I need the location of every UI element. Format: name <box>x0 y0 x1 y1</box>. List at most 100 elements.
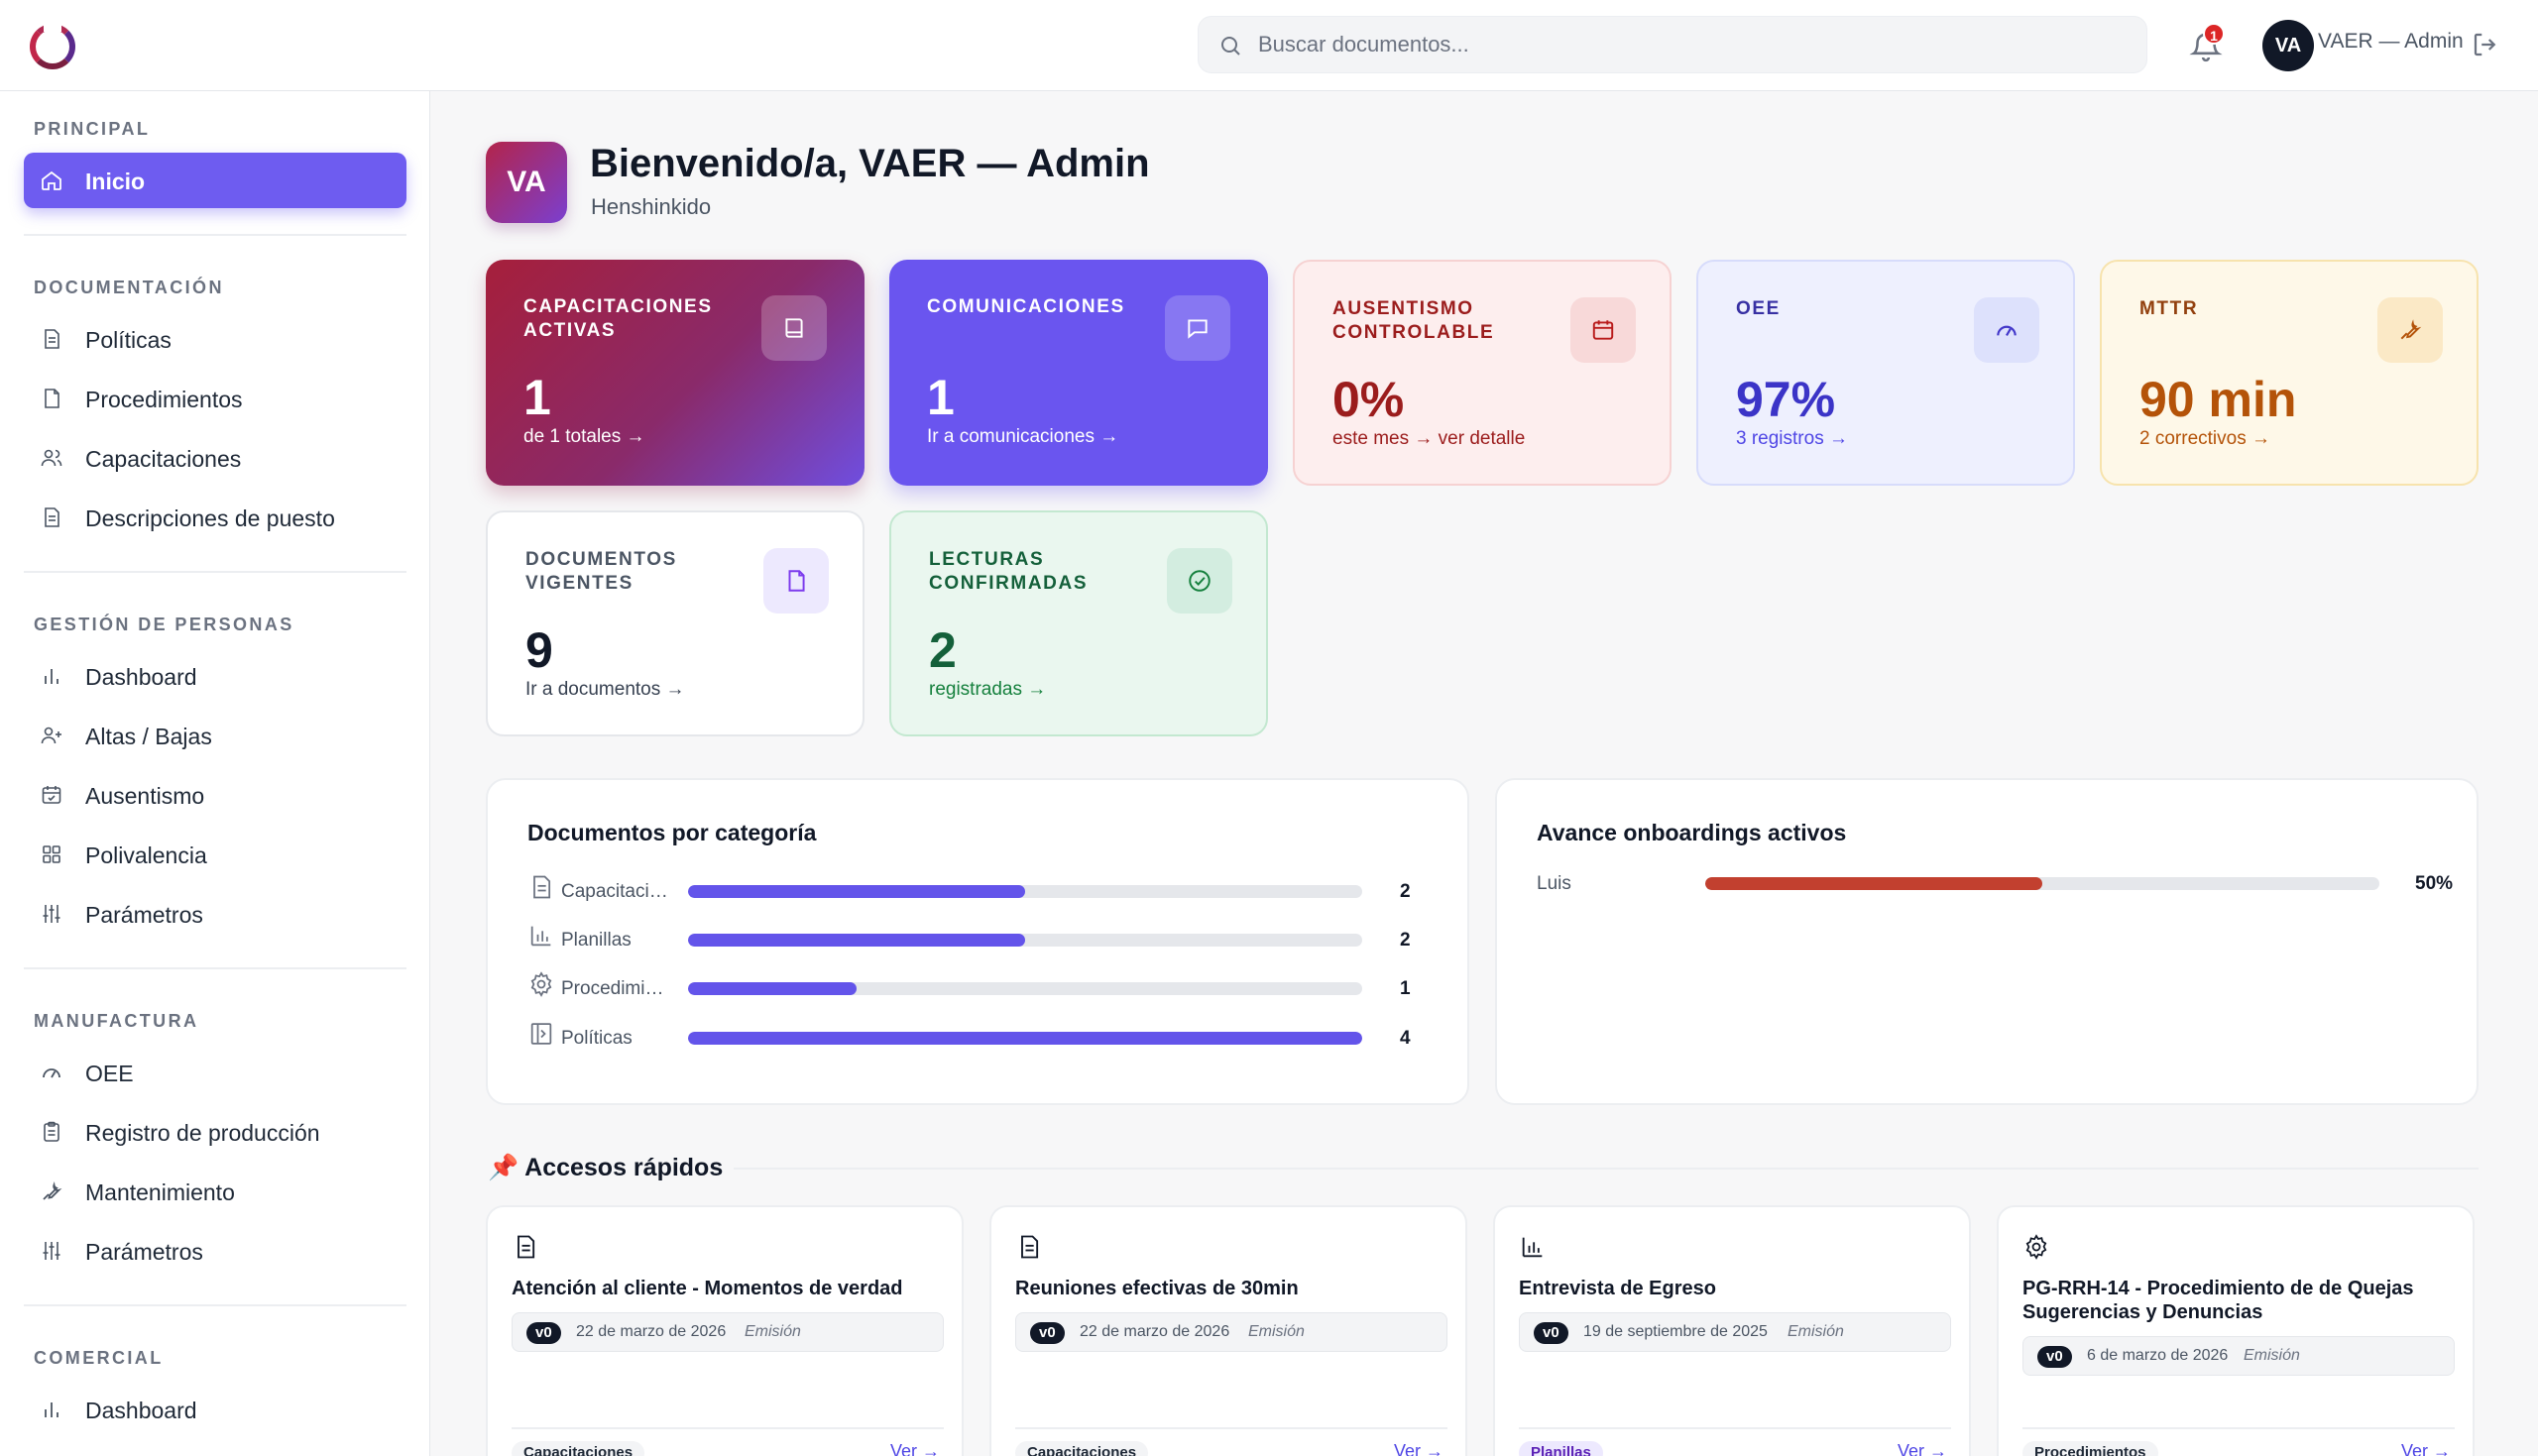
stat-value: 1 <box>927 370 955 425</box>
sidebar-item-label: Polivalencia <box>85 842 207 868</box>
quick-access-meta: v0 6 de marzo de 2026 Emisión <box>2022 1336 2455 1376</box>
quick-access-name: Atención al cliente - Momentos de verdad <box>512 1278 903 1299</box>
sidebar-item-parametros-personas[interactable]: Parámetros <box>24 886 406 942</box>
sidebar-item-politicas[interactable]: Políticas <box>24 311 406 367</box>
open-link[interactable]: Ver → <box>1394 1441 1444 1456</box>
stat-label: AUSENTISMO CONTROLABLE <box>1332 298 1495 343</box>
stat-label: CAPACITACIONES ACTIVAS <box>523 296 713 341</box>
home-icon <box>42 170 61 190</box>
wrench-icon <box>2400 319 2422 340</box>
stat-link[interactable]: registradas → <box>929 679 1047 700</box>
stat-card-capacitaciones[interactable]: CAPACITACIONES ACTIVAS 1 de 1 totales → <box>486 260 865 486</box>
stat-link[interactable]: Ir a comunicaciones → <box>927 426 1119 447</box>
quick-access-date: 22 de marzo de 2026 <box>1080 1323 1230 1340</box>
sidebar-divider <box>24 234 406 236</box>
sidebar-item-dashboard-personas[interactable]: Dashboard <box>24 648 406 704</box>
sidebar-item-parametros-manufactura[interactable]: Parámetros <box>24 1223 406 1279</box>
stat-card-ausentismo[interactable]: AUSENTISMO CONTROLABLE 0% este mes → ver… <box>1293 260 1672 486</box>
sidebar-item-capacitaciones[interactable]: Capacitaciones <box>24 430 406 486</box>
category-row[interactable]: Capacitaciones 2 <box>527 871 1440 911</box>
stat-card-comunicaciones[interactable]: COMUNICACIONES 1 Ir a comunicaciones → <box>889 260 1268 486</box>
category-bar-track <box>688 885 1362 898</box>
sidebar-divider <box>24 571 406 573</box>
quick-access-card[interactable]: PG-RRH-14 - Procedimiento de de Quejas S… <box>1997 1205 2475 1456</box>
top-bar: 1 VA VAER — Admin <box>0 0 2538 91</box>
panel-title: Documentos por categoría <box>527 820 817 845</box>
sidebar-item-ausentismo[interactable]: Ausentismo <box>24 767 406 823</box>
category-count: 2 <box>1400 930 1411 951</box>
quick-access-meta: v0 19 de septiembre de 2025 Emisión <box>1519 1312 1951 1352</box>
quick-access-title: 📌 Accesos rápidos <box>488 1154 723 1182</box>
sidebar-divider <box>24 967 406 969</box>
clipboard-icon <box>44 1121 59 1142</box>
open-link[interactable]: Ver → <box>890 1441 941 1456</box>
onboarding-row[interactable]: Luis 50% <box>1537 869 2469 899</box>
category-bar-fill <box>688 1032 1362 1045</box>
quick-access-card[interactable]: Atención al cliente - Momentos de verdad… <box>486 1205 964 1456</box>
quick-access-card[interactable]: Reuniones efectivas de 30min v0 22 de ma… <box>989 1205 1467 1456</box>
category-tag: Procedimientos <box>2022 1441 2158 1456</box>
stat-icon-box <box>1167 548 1232 614</box>
category-bar-fill <box>688 982 857 995</box>
quick-access-name: PG-RRH-14 - Procedimiento de de Quejas S… <box>2022 1278 2414 1323</box>
category-count: 4 <box>1400 1028 1411 1049</box>
version-badge: v0 <box>526 1322 561 1344</box>
sidebar-item-inicio[interactable]: Inicio <box>24 153 406 208</box>
category-row[interactable]: Políticas 4 <box>527 1018 1440 1058</box>
stat-icon-box <box>761 295 827 361</box>
gauge-icon <box>1997 325 2017 336</box>
sidebar-item-oee[interactable]: OEE <box>24 1045 406 1100</box>
stat-link[interactable]: de 1 totales → <box>523 426 645 447</box>
version-badge: v0 <box>1030 1322 1065 1344</box>
category-tag: Capacitaciones <box>1015 1441 1149 1456</box>
stat-link[interactable]: este mes → ver detalle <box>1332 428 1526 449</box>
open-link[interactable]: Ver → <box>2401 1441 2452 1456</box>
sidebar-item-polivalencia[interactable]: Polivalencia <box>24 827 406 882</box>
category-bar-fill <box>688 934 1025 947</box>
logout-icon[interactable] <box>2471 30 2500 59</box>
stat-icon-box <box>2377 297 2443 363</box>
stat-link[interactable]: 3 registros → <box>1736 428 1848 449</box>
sidebar-item-dashboard-comercial[interactable]: Dashboard <box>24 1382 406 1437</box>
stat-card-oee[interactable]: OEE 97% 3 registros → <box>1696 260 2075 486</box>
search-bar[interactable] <box>1198 16 2147 73</box>
stat-link[interactable]: 2 correctivos → <box>2139 428 2270 449</box>
category-bar-track <box>688 982 1362 995</box>
open-link[interactable]: Ver → <box>1898 1441 1948 1456</box>
stat-link[interactable]: Ir a documentos → <box>525 679 685 700</box>
document-icon <box>533 875 551 899</box>
stat-card-mttr[interactable]: MTTR 90 min 2 correctivos → <box>2100 260 2479 486</box>
category-row[interactable]: Planillas 2 <box>527 920 1440 959</box>
sidebar-item-registro-produccion[interactable]: Registro de producción <box>24 1104 406 1160</box>
stat-icon-box <box>763 548 829 614</box>
sidebar-item-procedimientos[interactable]: Procedimientos <box>24 371 406 426</box>
stat-label: MTTR <box>2139 298 2199 319</box>
onboarding-bar-track <box>1705 877 2379 890</box>
sidebar-item-mantenimiento[interactable]: Mantenimiento <box>24 1164 406 1219</box>
stat-label: OEE <box>1736 298 1781 319</box>
gear-icon <box>2025 1234 2047 1260</box>
sidebar-divider <box>24 1304 406 1306</box>
gear-icon <box>530 971 552 997</box>
logo-gap <box>44 20 61 32</box>
user-avatar[interactable]: VA <box>2262 20 2314 71</box>
category-row[interactable]: Procedimientos 1 <box>527 968 1440 1008</box>
book-open-icon <box>530 1023 552 1045</box>
category-bar-fill <box>688 885 1025 898</box>
sidebar-item-descripciones[interactable]: Descripciones de puesto <box>24 490 406 545</box>
document-icon <box>1021 1235 1039 1259</box>
sidebar-item-altas-bajas[interactable]: Altas / Bajas <box>24 708 406 763</box>
quick-access-card[interactable]: Entrevista de Egreso v0 19 de septiembre… <box>1493 1205 1971 1456</box>
stat-icon-box <box>1165 295 1230 361</box>
sidebar-item-label: Dashboard <box>85 1398 197 1423</box>
stat-label: COMUNICACIONES <box>927 296 1125 317</box>
sidebar-item-label: Registro de producción <box>85 1120 320 1146</box>
quick-access-date: 19 de septiembre de 2025 <box>1583 1323 1768 1340</box>
search-icon <box>1221 37 1240 56</box>
onboarding-name: Luis <box>1537 873 1571 894</box>
search-input[interactable] <box>1258 17 2131 72</box>
stat-card-documentos[interactable]: DOCUMENTOS VIGENTES 9 Ir a documentos → <box>486 510 865 736</box>
file-icon <box>45 389 59 408</box>
stat-card-lecturas[interactable]: LECTURAS CONFIRMADAS 2 registradas → <box>889 510 1268 736</box>
stat-value: 97% <box>1736 372 1836 427</box>
